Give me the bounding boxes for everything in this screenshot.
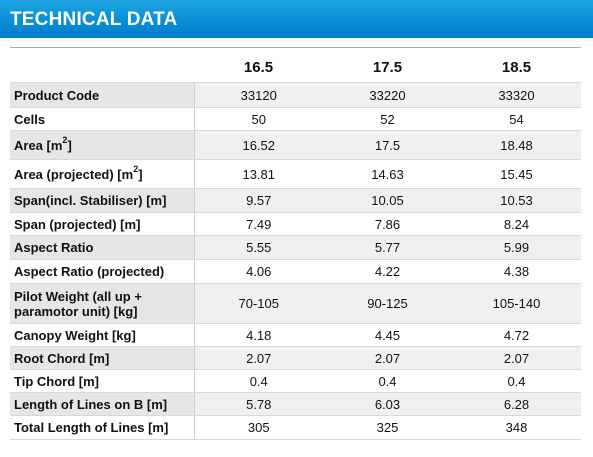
table-cell: 305 <box>193 415 323 440</box>
row-label: Area (projected) [m2] <box>10 159 194 189</box>
table-cell: 52 <box>323 107 452 131</box>
row-label-text: Aspect Ratio <box>14 240 94 255</box>
row-label-superscript: 2 <box>133 164 139 175</box>
section-header: TECHNICAL DATA <box>0 0 593 38</box>
row-label: Product Code <box>10 82 194 108</box>
table-cell: 0.4 <box>323 369 452 393</box>
header-spacer <box>10 48 194 83</box>
row-label-text: Area [m <box>14 137 63 153</box>
row-label-text: Tip Chord [m] <box>14 373 99 389</box>
table-cell: 7.86 <box>323 212 452 236</box>
table-row: Aspect Ratio 5.55 5.77 5.99 <box>10 235 581 260</box>
column-header: 16.5 <box>194 48 323 83</box>
row-label-superscript: 2 <box>62 135 68 146</box>
row-label: Cells <box>10 107 194 131</box>
table-cell: 0.4 <box>452 369 581 393</box>
column-header: 18.5 <box>452 48 581 83</box>
table-cell: 14.63 <box>323 159 452 189</box>
table-cell: 16.52 <box>193 130 323 160</box>
table-cell: 9.57 <box>193 188 323 213</box>
table-cell: 70-105 <box>193 283 323 324</box>
table-cell: 33220 <box>323 82 452 108</box>
technical-data-table: 16.5 17.5 18.5 Product Code 33120 33220 333… <box>10 47 581 440</box>
table-row: Cells 50 52 54 <box>10 107 581 131</box>
table-cell: 6.28 <box>452 392 581 416</box>
table-cell: 0.4 <box>193 369 323 393</box>
table-row: Tip Chord [m] 0.4 0.4 0.4 <box>10 369 581 393</box>
row-label-suffix: ] <box>67 137 72 153</box>
row-label: Pilot Weight (all up + paramotor unit) [… <box>10 283 194 324</box>
table-row: Pilot Weight (all up + paramotor unit) [… <box>10 283 581 324</box>
table-cell: 90-125 <box>323 283 452 324</box>
table-cell: 4.06 <box>193 259 323 284</box>
table-row: Area (projected) [m2] 13.81 14.63 15.45 <box>10 159 581 189</box>
table-row: Span(incl. Stabiliser) [m] 9.57 10.05 10.53 <box>10 188 581 213</box>
table-cell: 348 <box>452 415 581 440</box>
table-header-row: 16.5 17.5 18.5 <box>10 48 581 83</box>
table-cell: 4.38 <box>452 259 581 284</box>
row-label-text: Cells <box>14 111 46 127</box>
table-cell: 13.81 <box>193 159 323 189</box>
row-label-text: Span (projected) [m] <box>14 216 141 232</box>
table-row: Total Length of Lines [m] 305 325 348 <box>10 415 581 440</box>
table-cell: 5.55 <box>193 235 323 260</box>
row-label: Length of Lines on B [m] <box>10 392 194 416</box>
column-header: 17.5 <box>323 48 452 83</box>
row-label-text: Length of Lines on B [m] <box>14 396 168 412</box>
row-label-text: Aspect Ratio (projected) <box>14 264 165 279</box>
row-label-text: Span(incl. Stabiliser) [m] <box>14 193 167 208</box>
table-cell: 5.78 <box>193 392 323 416</box>
row-label: Span(incl. Stabiliser) [m] <box>10 188 194 213</box>
section-title: TECHNICAL DATA <box>10 9 178 30</box>
table-cell: 2.07 <box>452 346 581 370</box>
table-cell: 4.45 <box>323 323 452 347</box>
row-label: Aspect Ratio <box>10 235 194 260</box>
row-label: Span (projected) [m] <box>10 212 194 236</box>
table-cell: 54 <box>452 107 581 131</box>
row-label-suffix: ] <box>138 166 143 182</box>
table-cell: 325 <box>323 415 452 440</box>
row-label: Root Chord [m] <box>10 346 194 370</box>
row-label-text: Canopy Weight [kg] <box>14 327 136 343</box>
table-cell: 5.77 <box>323 235 452 260</box>
table-row: Area [m2] 16.52 17.5 18.48 <box>10 130 581 160</box>
table-cell: 6.03 <box>323 392 452 416</box>
table-cell: 2.07 <box>323 346 452 370</box>
table-cell: 8.24 <box>452 212 581 236</box>
table-cell: 10.05 <box>323 188 452 213</box>
table-cell: 17.5 <box>323 130 452 160</box>
table-cell: 33120 <box>193 82 323 108</box>
table-cell: 105-140 <box>452 283 581 324</box>
table-row: Aspect Ratio (projected) 4.06 4.22 4.38 <box>10 259 581 284</box>
table-cell: 33320 <box>452 82 581 108</box>
table-cell: 4.22 <box>323 259 452 284</box>
row-label: Canopy Weight [kg] <box>10 323 194 347</box>
row-label: Area [m2] <box>10 130 194 160</box>
table-row: Span (projected) [m] 7.49 7.86 8.24 <box>10 212 581 236</box>
table-cell: 5.99 <box>452 235 581 260</box>
row-label: Total Length of Lines [m] <box>10 415 194 440</box>
table-cell: 10.53 <box>452 188 581 213</box>
table-cell: 7.49 <box>193 212 323 236</box>
table-row: Canopy Weight [kg] 4.18 4.45 4.72 <box>10 323 581 347</box>
table-row: Root Chord [m] 2.07 2.07 2.07 <box>10 346 581 370</box>
table-row: Product Code 33120 33220 33320 <box>10 82 581 108</box>
table-row: Length of Lines on B [m] 5.78 6.03 6.28 <box>10 392 581 416</box>
row-label-text: Pilot Weight (all up + paramotor unit) [… <box>14 288 142 319</box>
table-cell: 18.48 <box>452 130 581 160</box>
row-label-text: Area (projected) [m <box>14 166 134 182</box>
row-label-text: Product Code <box>14 87 100 103</box>
table-cell: 4.18 <box>193 323 323 347</box>
table-cell: 15.45 <box>452 159 581 189</box>
table-cell: 50 <box>193 107 323 131</box>
row-label-text: Total Length of Lines [m] <box>14 420 169 435</box>
table-cell: 4.72 <box>452 323 581 347</box>
row-label-text: Root Chord [m] <box>14 350 110 366</box>
row-label: Tip Chord [m] <box>10 369 194 393</box>
row-label: Aspect Ratio (projected) <box>10 259 194 284</box>
table-cell: 2.07 <box>193 346 323 370</box>
